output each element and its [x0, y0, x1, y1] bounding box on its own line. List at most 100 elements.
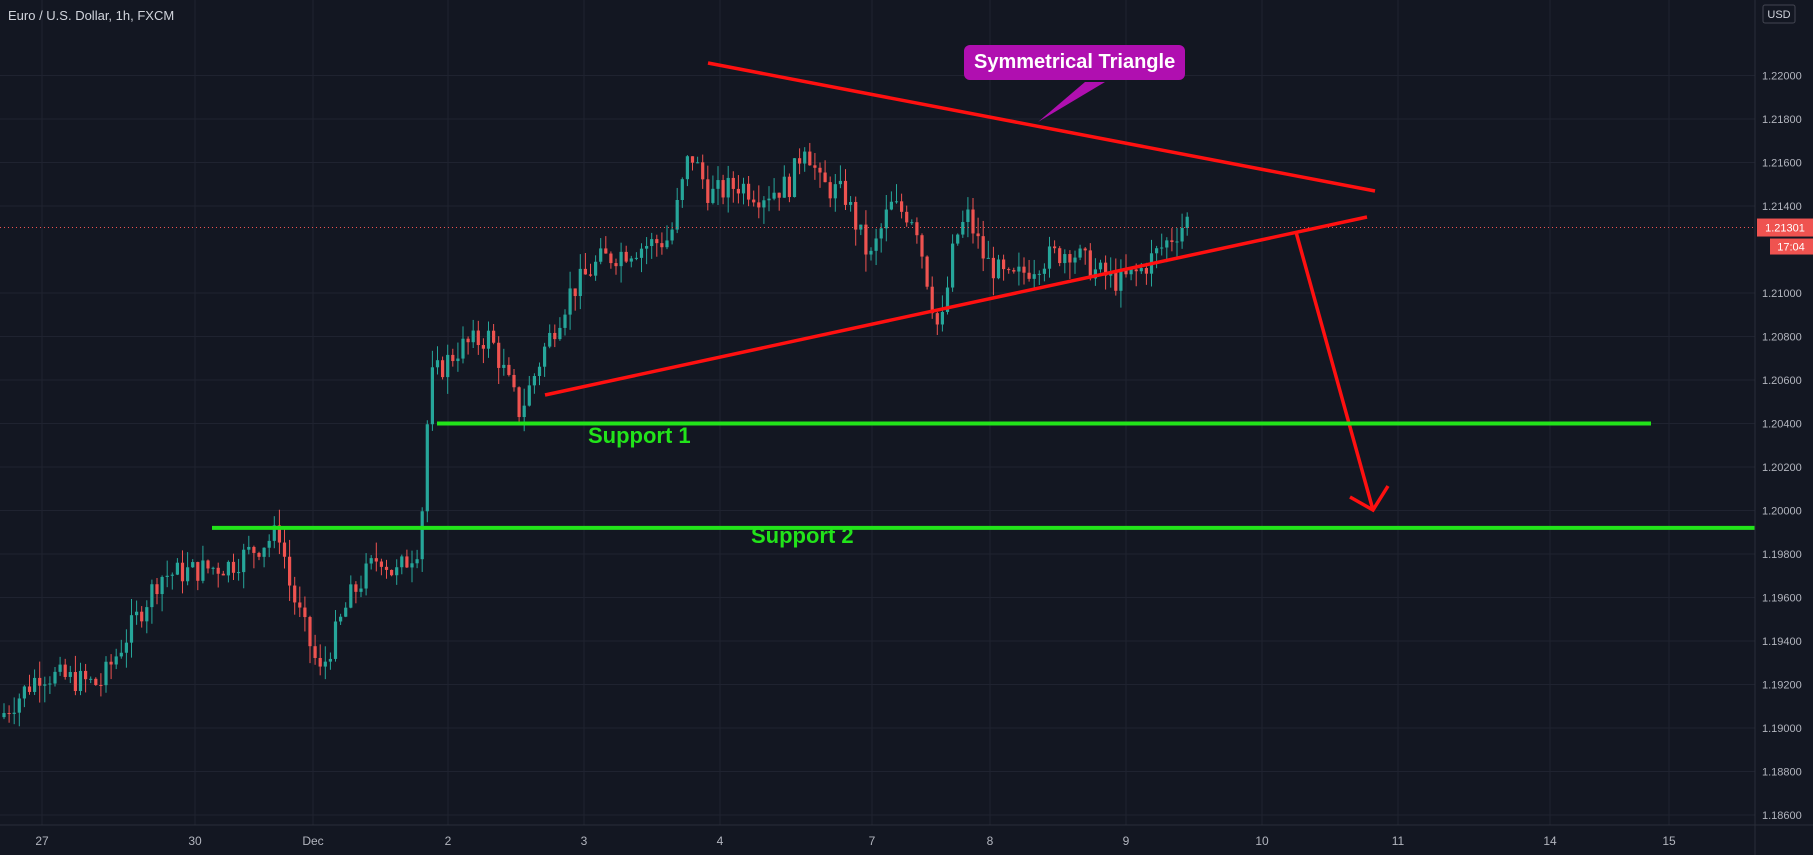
candle-body	[160, 576, 164, 595]
time-tick-label: Dec	[302, 834, 323, 848]
candle-body	[150, 584, 154, 608]
symbol-title[interactable]: Euro / U.S. Dollar, 1h, FXCM	[8, 8, 175, 23]
candle-body	[1058, 248, 1062, 264]
candle-body	[803, 151, 807, 164]
candle-body	[905, 211, 909, 223]
candle-body	[639, 248, 644, 258]
candle-body	[63, 664, 67, 677]
candle-body	[645, 246, 649, 249]
candle-body	[211, 567, 215, 569]
candle-body	[711, 188, 715, 203]
candle-body	[507, 364, 511, 375]
candle-body	[328, 658, 332, 662]
candle-body	[986, 257, 990, 259]
candle-body	[104, 661, 108, 686]
candle-body	[1114, 271, 1118, 291]
time-tick-label: 14	[1543, 834, 1557, 848]
candle-body	[201, 560, 205, 581]
candle-body	[145, 607, 149, 622]
candle-body	[191, 562, 195, 568]
candle-body	[1160, 247, 1164, 249]
candle-body	[935, 313, 939, 325]
price-tick-label: 1.19600	[1762, 593, 1802, 605]
candle-body	[257, 552, 261, 557]
candle-body	[634, 257, 638, 259]
candle-body	[349, 584, 353, 608]
triangle-lower-line	[544, 215, 1368, 397]
candle-body	[129, 615, 134, 643]
candle-body	[808, 151, 812, 166]
price-tick-label: 1.18800	[1762, 767, 1802, 779]
time-axis[interactable]: 27 30 Dec 2 3 4 7 8 9 10 11 14 15	[0, 824, 1813, 848]
candle-body	[1134, 269, 1138, 272]
candle-body	[706, 179, 710, 203]
candle-body	[1119, 270, 1123, 291]
price-axis[interactable]: 1.22000 1.21800 1.21600 1.21400 1.21000 1.208…	[1754, 0, 1813, 855]
candle-body	[2, 713, 6, 718]
candle-body	[609, 253, 613, 264]
candle-body	[1078, 248, 1082, 258]
candle-body	[716, 180, 720, 189]
candle-body	[374, 558, 378, 562]
currency-label: USD	[1767, 9, 1790, 21]
candle-body	[991, 257, 995, 279]
candle-body	[318, 657, 322, 667]
candle-body	[1027, 272, 1031, 279]
candle-body	[930, 286, 934, 314]
candle-body	[537, 366, 542, 377]
candle-body	[48, 683, 52, 685]
time-tick-label: 2	[445, 834, 452, 848]
candle-body	[1129, 269, 1133, 275]
target-arrow-shaft	[1294, 231, 1375, 511]
candle-body	[828, 182, 832, 199]
candle-body	[966, 209, 970, 223]
candle-body	[1175, 241, 1179, 243]
candle-body	[267, 540, 271, 548]
price-tick-label: 1.21000	[1762, 288, 1802, 300]
candle-body	[527, 385, 531, 406]
candle-body	[308, 617, 312, 647]
candle-body	[874, 238, 878, 251]
candle-body	[446, 354, 450, 378]
support-2-label: Support 2	[751, 523, 854, 548]
candle-body	[543, 346, 547, 367]
candle-body	[282, 542, 287, 557]
candle-body	[333, 621, 338, 659]
candle-body	[344, 607, 348, 617]
candle-body	[940, 311, 944, 325]
candle-body	[900, 201, 904, 212]
candle-body	[140, 611, 144, 622]
candle-body	[486, 330, 491, 349]
candle-body	[675, 199, 679, 230]
time-tick-label: 11	[1392, 834, 1405, 848]
candle-body	[843, 180, 848, 205]
candle-body	[690, 156, 695, 163]
candle-body	[578, 268, 582, 297]
candle-body	[7, 713, 11, 715]
candle-body	[277, 525, 281, 543]
candle-body	[833, 184, 837, 199]
candle-body	[945, 287, 950, 312]
price-tick-label: 1.20000	[1762, 506, 1802, 518]
candle-body	[1144, 268, 1148, 274]
candle-body	[430, 367, 434, 425]
candle-body	[109, 661, 113, 665]
candle-body	[879, 228, 883, 239]
time-tick-label: 30	[188, 834, 202, 848]
candle-body	[119, 652, 123, 657]
candle-body	[731, 177, 735, 189]
candle-body	[910, 222, 914, 224]
candles	[2, 142, 1189, 727]
candle-body	[619, 251, 623, 267]
candle-body	[451, 354, 455, 362]
candle-body	[624, 251, 628, 262]
candle-body	[951, 243, 955, 288]
candle-body	[583, 268, 587, 275]
candle-body	[441, 360, 445, 378]
candle-body	[650, 239, 654, 247]
candle-body	[573, 288, 577, 297]
candle-body	[38, 677, 42, 686]
candle-body	[231, 561, 236, 573]
price-tick-label: 1.20200	[1762, 462, 1802, 474]
